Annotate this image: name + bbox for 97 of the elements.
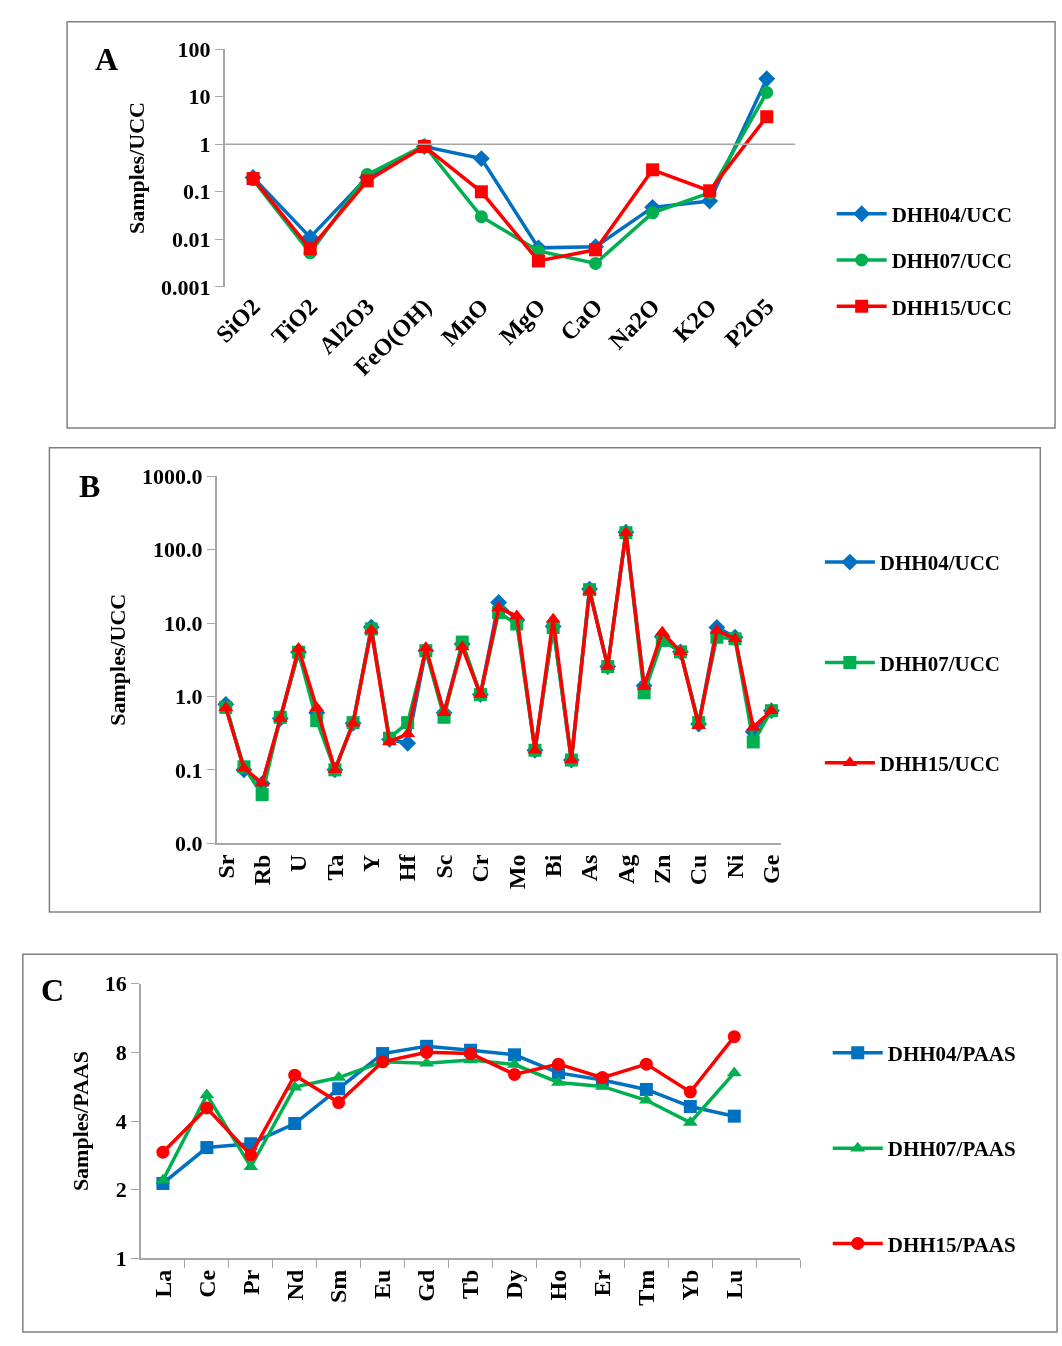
point xyxy=(156,1145,170,1159)
chart-title: A xyxy=(95,41,119,77)
x-tick-label: Ag xyxy=(612,854,639,884)
y-tick-label: 0.001 xyxy=(160,274,211,300)
x-tick-label: Sr xyxy=(212,854,239,879)
x-tick-label: CaO xyxy=(555,293,608,346)
legend-label: DHH04/PAAS xyxy=(887,1042,1016,1067)
legend-label: DHH15/UCC xyxy=(891,295,1012,320)
chart-title: C xyxy=(41,972,65,1008)
point xyxy=(551,1057,565,1071)
y-tick-label: 1.0 xyxy=(175,684,203,710)
point xyxy=(464,1047,478,1061)
y-tick-label: 2 xyxy=(115,1177,127,1203)
point xyxy=(508,1067,522,1081)
x-tick-label: Rb xyxy=(248,854,275,886)
y-tick-label: 100.0 xyxy=(153,537,203,563)
x-tick-label: Gd xyxy=(413,1269,440,1302)
point xyxy=(531,254,545,268)
x-tick-label: Yb xyxy=(677,1269,704,1301)
x-tick-label: Sm xyxy=(325,1269,352,1304)
point xyxy=(200,1101,214,1115)
x-tick-label: Pr xyxy=(237,1269,264,1296)
point xyxy=(255,788,269,802)
legend-label: DHH07/UCC xyxy=(879,651,1001,676)
y-tick-label: 4 xyxy=(115,1108,127,1134)
point xyxy=(420,1045,434,1059)
y-axis-title: Samples/UCC xyxy=(105,593,131,726)
legend-label: DHH07/PAAS xyxy=(887,1137,1016,1162)
chart-title: B xyxy=(79,468,101,504)
x-tick-label: Eu xyxy=(369,1269,396,1300)
y-tick-label: 16 xyxy=(104,971,127,997)
point xyxy=(683,1100,697,1114)
x-tick-label: As xyxy=(576,854,603,882)
x-tick-label: Tb xyxy=(457,1269,484,1300)
point xyxy=(746,735,760,749)
y-tick-label: 0.0 xyxy=(175,830,203,856)
y-axis-title: Samples/UCC xyxy=(124,102,150,235)
point xyxy=(200,1141,214,1155)
legend-label: DHH04/UCC xyxy=(891,202,1012,227)
point xyxy=(683,1085,697,1099)
point xyxy=(589,256,603,270)
x-tick-label: Ho xyxy=(545,1269,572,1301)
x-tick-label: Er xyxy=(589,1269,616,1297)
point xyxy=(303,242,317,256)
x-tick-label: Cr xyxy=(467,854,494,883)
x-tick-label: Mo xyxy=(503,854,530,890)
point xyxy=(760,86,774,100)
point xyxy=(332,1096,346,1110)
y-tick-label: 0.01 xyxy=(171,226,211,252)
point xyxy=(639,1082,653,1096)
x-tick-label: Hf xyxy=(394,853,421,882)
point xyxy=(288,1117,302,1131)
x-tick-label: Nd xyxy=(281,1269,308,1301)
y-tick-label: 100 xyxy=(177,36,211,62)
point xyxy=(639,1057,653,1071)
point xyxy=(727,1030,741,1044)
point xyxy=(474,185,488,199)
legend-label: DHH07/UCC xyxy=(891,249,1012,274)
y-tick-label: 10.0 xyxy=(164,610,203,636)
x-tick-label: Ni xyxy=(721,854,748,879)
x-tick-label: La xyxy=(149,1269,176,1298)
x-tick-label: Y xyxy=(358,854,385,872)
y-tick-label: 0.1 xyxy=(182,179,211,205)
legend-label: DHH15/UCC xyxy=(879,751,1001,776)
point xyxy=(508,1048,522,1062)
x-tick-label: Dy xyxy=(501,1269,528,1300)
x-tick-label: Zn xyxy=(649,854,676,884)
x-tick-label: Tm xyxy=(633,1269,660,1306)
x-tick-label: Sc xyxy=(430,854,457,879)
point xyxy=(360,174,374,188)
point xyxy=(332,1082,346,1096)
legend-label: DHH15/PAAS xyxy=(887,1232,1016,1257)
point xyxy=(472,150,490,168)
y-axis-title: Samples/PAAS xyxy=(68,1050,94,1192)
x-tick-label: Ta xyxy=(321,854,348,881)
y-tick-label: 8 xyxy=(115,1040,127,1066)
y-tick-label: 1000.0 xyxy=(142,463,203,489)
legend-label: DHH04/UCC xyxy=(879,551,1001,576)
point xyxy=(727,1109,741,1123)
point xyxy=(646,163,660,177)
x-tick-label: Bi xyxy=(539,854,566,878)
x-tick-label: Lu xyxy=(721,1269,748,1300)
point xyxy=(646,206,660,220)
x-tick-label: U xyxy=(285,854,312,872)
x-tick-label: Ge xyxy=(758,854,785,884)
point xyxy=(474,210,488,224)
point xyxy=(758,70,776,88)
point xyxy=(288,1068,302,1082)
y-tick-label: 1 xyxy=(199,131,211,157)
y-tick-label: 0.1 xyxy=(175,757,203,783)
point xyxy=(589,243,603,257)
x-tick-label: Ce xyxy=(193,1269,220,1298)
y-tick-label: 1 xyxy=(115,1246,127,1272)
point xyxy=(244,1148,258,1162)
point xyxy=(760,110,774,124)
x-tick-label: Cu xyxy=(685,854,712,886)
y-tick-label: 10 xyxy=(188,84,211,110)
